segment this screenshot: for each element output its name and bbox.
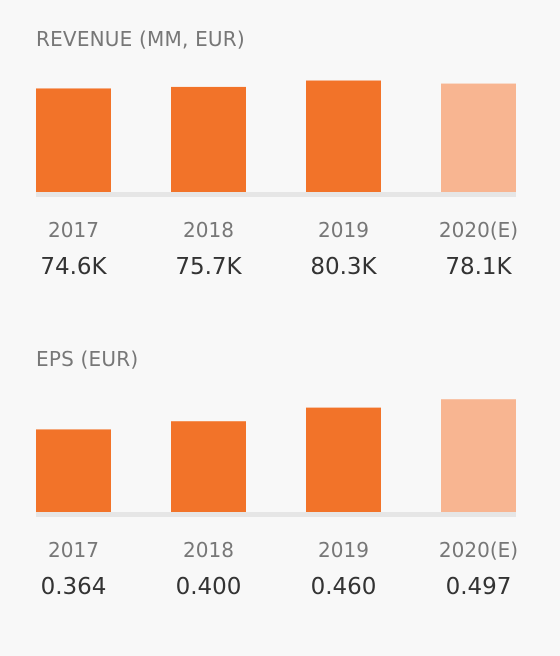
revenue-baseline	[36, 192, 516, 197]
revenue-value-label: 75.7K	[175, 254, 242, 280]
eps-category-label: 2018	[183, 538, 234, 562]
revenue-value-label: 74.6K	[40, 254, 107, 280]
revenue-bar-2017	[36, 88, 111, 192]
revenue-bar-2018	[171, 86, 246, 192]
eps-bar-2019	[306, 407, 381, 512]
eps-bar-2017	[36, 429, 111, 512]
eps-value-label: 0.497	[446, 574, 512, 600]
revenue-category-label: 2020(E)	[439, 218, 518, 242]
revenue-category-label: 2018	[183, 218, 234, 242]
eps-value-label: 0.400	[176, 574, 242, 600]
revenue-value-label: 80.3K	[310, 254, 377, 280]
eps-bar-2018	[171, 421, 246, 512]
eps-baseline	[36, 512, 516, 517]
revenue-bar-2020(E)	[441, 83, 516, 192]
revenue-category-label: 2019	[318, 218, 369, 242]
eps-category-label: 2017	[48, 538, 99, 562]
eps-category-label: 2019	[318, 538, 369, 562]
eps-chart: 2017 0.364 2018 0.400 2019 0.460 2020(E) 0.497	[36, 399, 518, 600]
revenue-category-label: 2017	[48, 218, 99, 242]
revenue-bar-2019	[306, 80, 381, 192]
eps-chart-title: EPS (EUR)	[36, 347, 139, 371]
eps-value-label: 0.460	[311, 574, 377, 600]
revenue-value-label: 78.1K	[445, 254, 512, 280]
eps-category-label: 2020(E)	[439, 538, 518, 562]
eps-value-label: 0.364	[41, 574, 107, 600]
revenue-chart-title: REVENUE (MM, EUR)	[36, 27, 245, 51]
revenue-chart: 2017 74.6K 2018 75.7K 2019 80.3K 2020(E) 78.1K	[36, 80, 518, 280]
eps-bar-2020(E)	[441, 399, 516, 512]
